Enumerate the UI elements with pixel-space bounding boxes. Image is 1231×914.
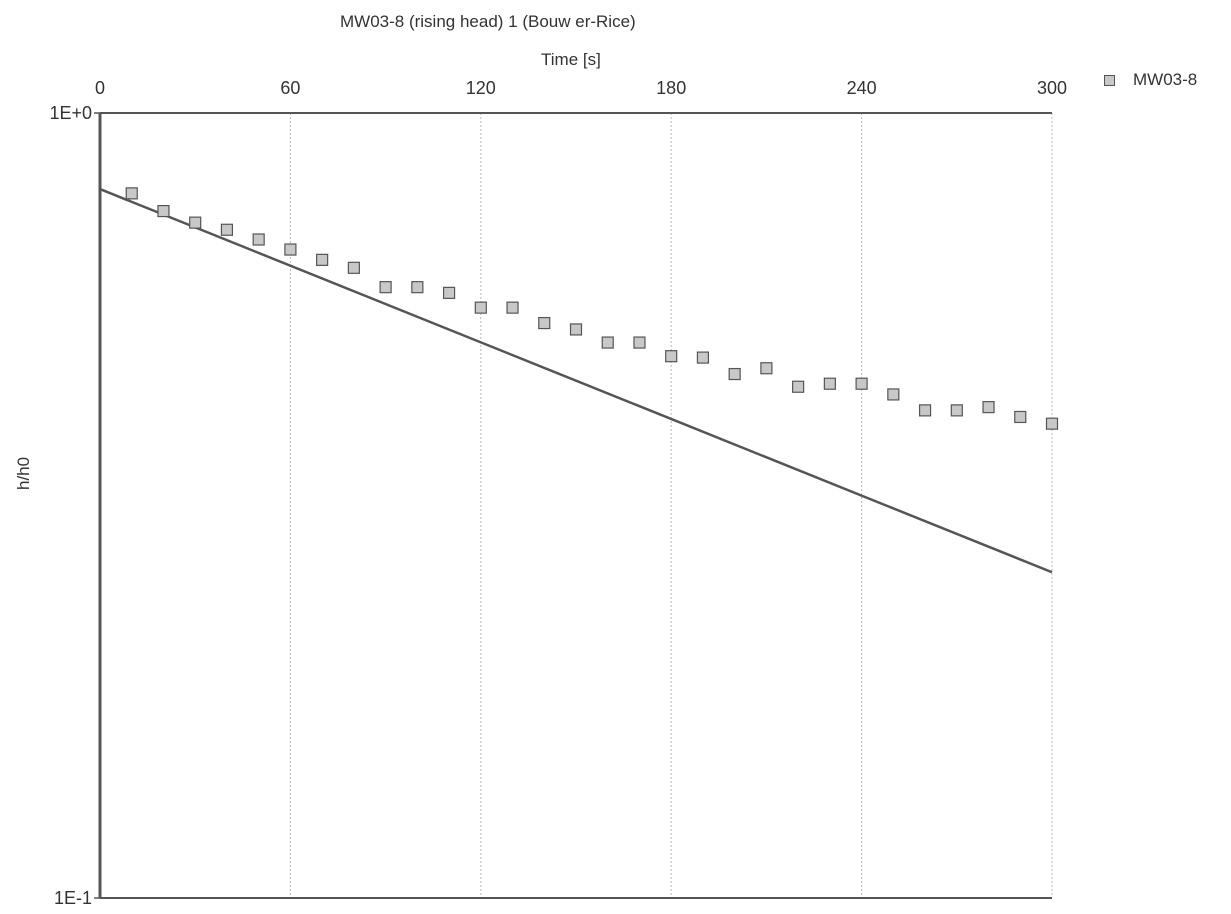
data-point: [506, 301, 519, 314]
legend-label: MW03-8: [1133, 70, 1198, 89]
chart-title: MW03-8 (rising head) 1 (Bouw er-Rice): [340, 12, 636, 31]
data-point: [569, 323, 583, 336]
data-point: [696, 351, 710, 364]
legend-marker-icon: [1104, 74, 1115, 86]
data-point: [157, 204, 170, 218]
y-tick-label: 1E-1: [54, 888, 92, 908]
x-tick-label: 240: [847, 78, 877, 98]
data-point: [220, 223, 234, 236]
legend: MW03-8: [1104, 70, 1197, 90]
fit-line-layer: [99, 187, 1053, 574]
data-point: [411, 281, 424, 294]
data-point: [379, 281, 392, 294]
x-axis-label: Time [s]: [541, 50, 601, 69]
data-point: [601, 336, 614, 349]
data-point: [1045, 417, 1059, 430]
data-point: [887, 388, 900, 401]
data-points: [125, 187, 1059, 430]
data-point: [792, 380, 805, 393]
data-point: [125, 187, 138, 200]
data-point: [823, 377, 836, 390]
x-tick-label: 60: [280, 78, 300, 98]
y-tick-label: 1E+0: [49, 103, 92, 123]
data-point: [918, 404, 932, 417]
data-point: [728, 367, 741, 381]
x-tick-label: 120: [466, 78, 496, 98]
x-ticks: 0 60 120 180 240 300: [95, 78, 1067, 98]
fit-line: [99, 187, 1053, 574]
data-point: [855, 377, 868, 390]
data-point: [760, 362, 773, 375]
data-point: [633, 336, 646, 349]
x-tick-label: 180: [656, 78, 686, 98]
grid-lines: [289, 113, 1053, 898]
data-point: [347, 261, 360, 274]
data-point: [1014, 410, 1027, 424]
y-axis-label: h/h0: [14, 456, 33, 490]
x-tick-label: 300: [1037, 78, 1067, 98]
data-point: [316, 253, 329, 266]
data-point: [284, 243, 297, 256]
y-ticks: 1E+0 1E-1: [49, 103, 100, 908]
axes: [98, 112, 1052, 899]
data-point: [442, 286, 456, 299]
data-point: [252, 233, 265, 246]
x-tick-label: 0: [95, 78, 105, 98]
data-point: [189, 216, 202, 229]
data-point: [982, 401, 995, 414]
data-point: [538, 316, 551, 330]
data-point: [665, 350, 678, 363]
data-point: [474, 301, 487, 314]
data-point: [950, 404, 963, 417]
